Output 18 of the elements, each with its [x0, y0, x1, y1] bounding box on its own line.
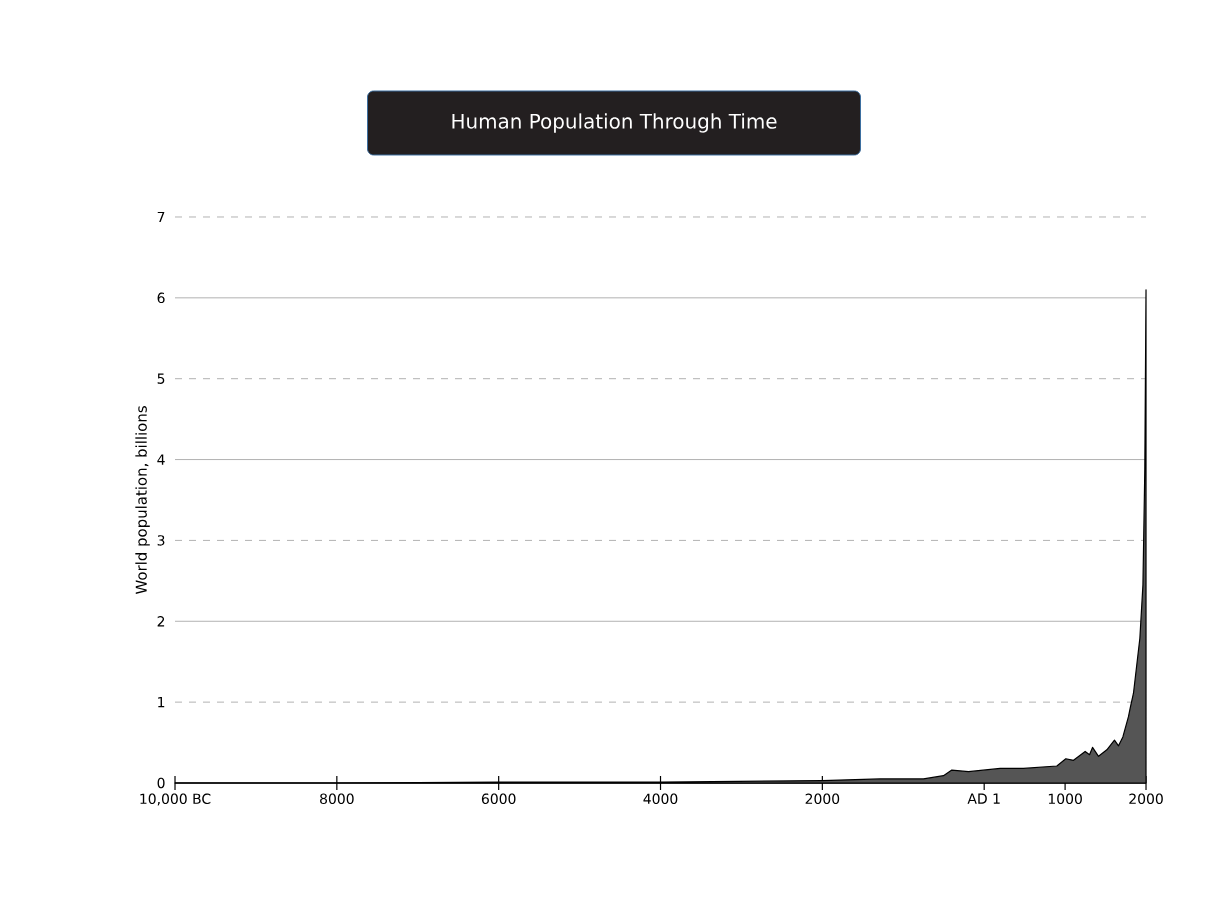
x-tick-label: 4000 [643, 793, 678, 805]
y-tick-label: 3 [157, 535, 165, 546]
x-tick-label: 8000 [320, 793, 354, 805]
y-tick-label: 0 [157, 777, 165, 789]
y-axis-title: World population, billions [135, 406, 150, 595]
y-tick-label: 1 [158, 697, 165, 708]
x-tick-label: 2000 [805, 793, 840, 805]
x-tick-label: 10,000 BC [140, 793, 211, 806]
y-tick-label: 4 [157, 454, 165, 465]
y-tick-label: 7 [157, 211, 165, 223]
x-tick-label: 1000 [1048, 793, 1082, 805]
y-tick-label: 5 [157, 373, 165, 384]
x-tick-label: 2000 [1129, 793, 1163, 805]
y-tick-label: 2 [157, 616, 165, 627]
y-tick-label: 6 [157, 292, 165, 304]
x-tick-label: AD 1 [967, 793, 1000, 804]
chart-title: Human Population Through Time [452, 113, 777, 133]
x-tick-label: 6000 [481, 793, 516, 805]
